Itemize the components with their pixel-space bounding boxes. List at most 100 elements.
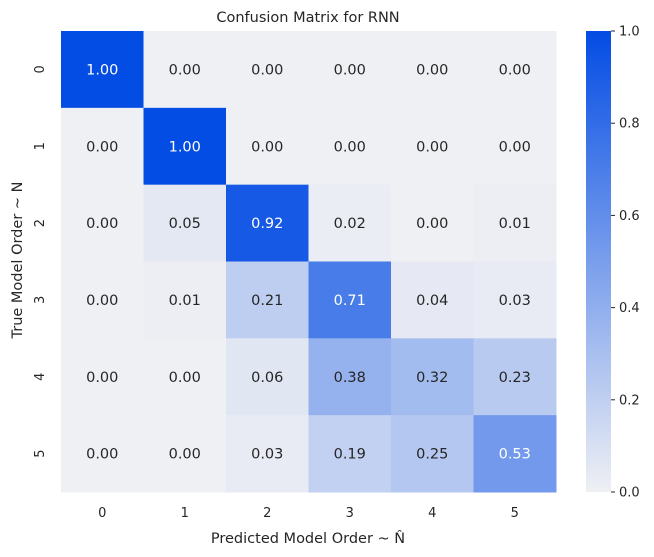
cell-value-r2-c0: 0.00 bbox=[86, 216, 118, 232]
y-axis-ticks: 0 1 2 3 4 5 bbox=[33, 65, 48, 457]
cell-value-r3-c2: 0.21 bbox=[251, 293, 283, 309]
heatmap-cell-r0-c2 bbox=[226, 31, 309, 109]
cell-value-r3-c4: 0.04 bbox=[416, 293, 448, 309]
x-tick-label: 0 bbox=[98, 506, 106, 521]
y-axis-label: True Model Order ~ N bbox=[10, 182, 26, 340]
colorbar-tick-label: 0.4 bbox=[619, 301, 640, 316]
cell-value-r0-c3: 0.00 bbox=[334, 62, 366, 78]
cell-value-r4-c3: 0.38 bbox=[334, 370, 366, 386]
cell-value-r3-c3: 0.71 bbox=[334, 293, 366, 309]
x-axis-ticks: 0 1 2 3 4 5 bbox=[98, 506, 519, 521]
heatmap-cell-r4-c0 bbox=[61, 338, 144, 416]
chart-title: Confusion Matrix for RNN bbox=[216, 10, 399, 26]
heatmap-cell-r4-c2 bbox=[226, 338, 309, 416]
cell-value-r2-c1: 0.05 bbox=[169, 216, 201, 232]
x-tick-label: 5 bbox=[511, 506, 519, 521]
cell-value-r5-c5: 0.53 bbox=[499, 447, 531, 463]
cell-value-r4-c2: 0.06 bbox=[251, 370, 283, 386]
heatmap-cell-r3-c0 bbox=[61, 261, 144, 339]
heatmap-cell-r2-c1 bbox=[143, 184, 227, 262]
heatmap-cell-r1-c3 bbox=[308, 107, 392, 186]
cell-value-r0-c0: 1.00 bbox=[86, 62, 118, 78]
cell-value-r5-c4: 0.25 bbox=[416, 447, 448, 463]
cell-value-r0-c1: 0.00 bbox=[169, 62, 201, 78]
heatmap-cell-r1-c5 bbox=[473, 107, 557, 186]
cell-value-r0-c4: 0.00 bbox=[416, 62, 448, 78]
cell-value-r3-c1: 0.01 bbox=[169, 293, 201, 309]
heatmap-cell-r5-c1 bbox=[143, 415, 227, 493]
heatmap-cell-r5-c3 bbox=[308, 415, 392, 493]
cell-value-r5-c2: 0.03 bbox=[251, 447, 283, 463]
heatmap-cell-r4-c1 bbox=[143, 338, 227, 416]
heatmap-cell-r5-c5 bbox=[473, 415, 557, 493]
colorbar-ticks: 0.0 0.2 0.4 0.6 0.8 1.0 bbox=[611, 25, 640, 501]
cell-value-r2-c4: 0.00 bbox=[416, 216, 448, 232]
x-tick-label: 4 bbox=[428, 506, 436, 521]
cell-value-r1-c0: 0.00 bbox=[86, 139, 118, 155]
y-tick-label: 2 bbox=[33, 219, 48, 227]
colorbar-tick-label: 1.0 bbox=[619, 25, 640, 40]
heatmap-cell-r4-c4 bbox=[391, 338, 474, 416]
colorbar-tick-label: 0.8 bbox=[619, 117, 640, 132]
cell-value-r1-c5: 0.00 bbox=[499, 139, 531, 155]
heatmap-cell-r1-c4 bbox=[391, 107, 474, 186]
heatmap-cell-r3-c2 bbox=[226, 261, 309, 339]
colorbar-tick-label: 0.2 bbox=[619, 393, 640, 408]
heatmap-cell-r3-c1 bbox=[143, 261, 227, 339]
cell-value-r2-c3: 0.02 bbox=[334, 216, 366, 232]
heatmap-cells bbox=[61, 31, 557, 493]
y-tick-label: 0 bbox=[33, 65, 48, 73]
cell-value-r4-c1: 0.00 bbox=[169, 370, 201, 386]
heatmap-cell-r1-c2 bbox=[226, 107, 309, 186]
cell-value-r2-c5: 0.01 bbox=[499, 216, 531, 232]
y-tick-label: 1 bbox=[33, 142, 48, 150]
heatmap-cell-r4-c3 bbox=[308, 338, 392, 416]
cell-value-r1-c3: 0.00 bbox=[334, 139, 366, 155]
heatmap-cell-r2-c2 bbox=[226, 184, 309, 262]
heatmap-cell-r2-c0 bbox=[61, 184, 144, 262]
x-tick-label: 1 bbox=[181, 506, 189, 521]
x-axis-label: Predicted Model Order ~ N̂ bbox=[211, 530, 405, 547]
cell-value-r2-c2: 0.92 bbox=[251, 216, 283, 232]
cell-value-r3-c0: 0.00 bbox=[86, 293, 118, 309]
x-tick-label: 2 bbox=[263, 506, 271, 521]
cell-value-r4-c5: 0.23 bbox=[499, 370, 531, 386]
heatmap-cell-r0-c0 bbox=[61, 31, 144, 109]
cell-value-r4-c0: 0.00 bbox=[86, 370, 118, 386]
y-tick-label: 3 bbox=[33, 296, 48, 304]
heatmap-cell-r5-c0 bbox=[61, 415, 144, 493]
cell-value-r1-c2: 0.00 bbox=[251, 139, 283, 155]
heatmap-cell-r2-c4 bbox=[391, 184, 474, 262]
heatmap-cell-r0-c4 bbox=[391, 31, 474, 109]
cell-value-r1-c1: 1.00 bbox=[169, 139, 201, 155]
heatmap-cell-r1-c0 bbox=[61, 107, 144, 186]
cell-value-r3-c5: 0.03 bbox=[499, 293, 531, 309]
heatmap-cell-r2-c3 bbox=[308, 184, 392, 262]
cell-value-r4-c4: 0.32 bbox=[416, 370, 448, 386]
heatmap-cell-r2-c5 bbox=[473, 184, 557, 262]
x-tick-label: 3 bbox=[346, 506, 354, 521]
heatmap-cell-r0-c1 bbox=[143, 31, 227, 109]
heatmap-cell-labels: 1.00 0.00 0.00 0.00 0.00 0.00 0.00 1.00 0.00 0.00… bbox=[86, 62, 531, 462]
cell-value-r0-c5: 0.00 bbox=[499, 62, 531, 78]
y-tick-label: 5 bbox=[33, 449, 48, 457]
heatmap-cell-r5-c4 bbox=[391, 415, 474, 493]
cell-value-r5-c1: 0.00 bbox=[169, 447, 201, 463]
cell-value-r1-c4: 0.00 bbox=[416, 139, 448, 155]
heatmap-cell-r3-c3 bbox=[308, 261, 392, 339]
colorbar-tick-label: 0.6 bbox=[619, 209, 640, 224]
cell-value-r0-c2: 0.00 bbox=[251, 62, 283, 78]
cell-value-r5-c3: 0.19 bbox=[334, 447, 366, 463]
colorbar bbox=[586, 31, 611, 492]
cell-value-r5-c0: 0.00 bbox=[86, 447, 118, 463]
heatmap-cell-r5-c2 bbox=[226, 415, 309, 493]
heatmap-cell-r3-c4 bbox=[391, 261, 474, 339]
heatmap-cell-r4-c5 bbox=[473, 338, 557, 416]
colorbar-tick-label: 0.0 bbox=[619, 486, 640, 501]
y-tick-label: 4 bbox=[33, 373, 48, 381]
heatmap-cell-r1-c1 bbox=[143, 107, 227, 186]
heatmap-cell-r3-c5 bbox=[473, 261, 557, 339]
heatmap-cell-r0-c5 bbox=[473, 31, 557, 109]
heatmap-cell-r0-c3 bbox=[308, 31, 392, 109]
